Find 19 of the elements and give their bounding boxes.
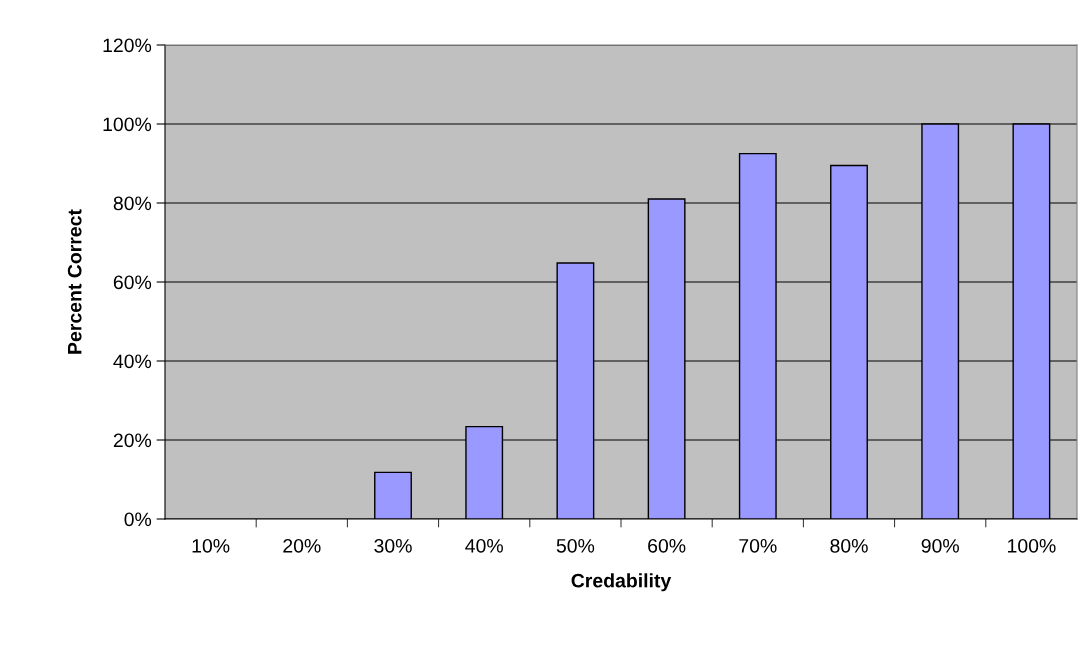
y-tick-label: 0%: [124, 512, 152, 527]
x-tick-label: 20%: [283, 538, 321, 553]
x-tick-label: 90%: [921, 538, 959, 553]
x-tick-label: 10%: [192, 538, 230, 553]
x-tick-label: 100%: [1008, 538, 1056, 553]
x-tick-label: 50%: [556, 538, 595, 553]
x-tick-label: 60%: [648, 538, 686, 553]
x-tick-label: 70%: [739, 538, 777, 553]
y-axis-title: Percent Correct: [67, 209, 82, 354]
y-tick-label: 120%: [103, 38, 152, 53]
x-tick-label: 30%: [374, 538, 412, 553]
x-tick-label: 80%: [830, 538, 868, 553]
y-tick-label: 80%: [113, 196, 152, 211]
x-tick-label: 40%: [465, 538, 503, 553]
y-tick-label: 20%: [113, 433, 152, 448]
y-tick-label: 40%: [113, 354, 152, 369]
y-tick-label: 100%: [103, 117, 152, 132]
x-axis-title: Credability: [571, 573, 672, 592]
y-tick-label: 60%: [113, 275, 152, 290]
